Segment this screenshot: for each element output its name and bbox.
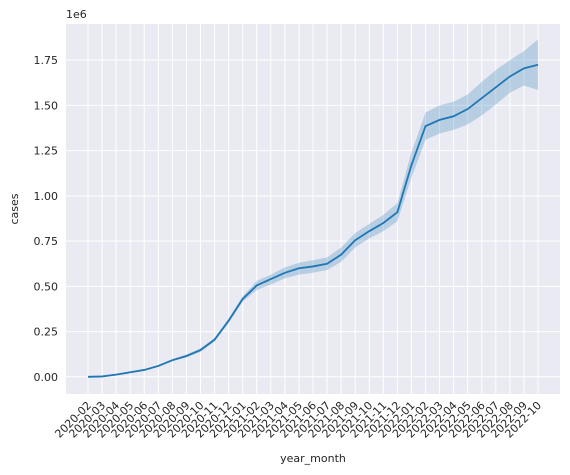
y-tick-label: 0.50: [34, 280, 59, 293]
x-axis-title: year_month: [280, 452, 346, 465]
y-axis-title: cases: [8, 193, 21, 224]
confidence-band: [88, 39, 538, 377]
y-tick-label: 1.50: [34, 99, 59, 112]
y-scale-label: 1e6: [66, 8, 87, 21]
x-tick-labels: 2020-022020-032020-042020-052020-062020-…: [52, 399, 544, 441]
y-tick-label: 1.00: [34, 190, 59, 203]
x-gridlines: [87, 24, 539, 394]
y-tick-label: 1.25: [34, 145, 59, 158]
series-line: [87, 63, 539, 378]
y-tick-label: 0.75: [34, 235, 59, 248]
y-tick-labels: 0.00 0.25 0.50 0.75 1.00 1.25 1.50 1.75: [34, 54, 59, 384]
y-tick-label: 1.75: [34, 54, 59, 67]
y-tick-label: 0.25: [34, 326, 59, 339]
y-tick-label: 0.00: [34, 371, 59, 384]
